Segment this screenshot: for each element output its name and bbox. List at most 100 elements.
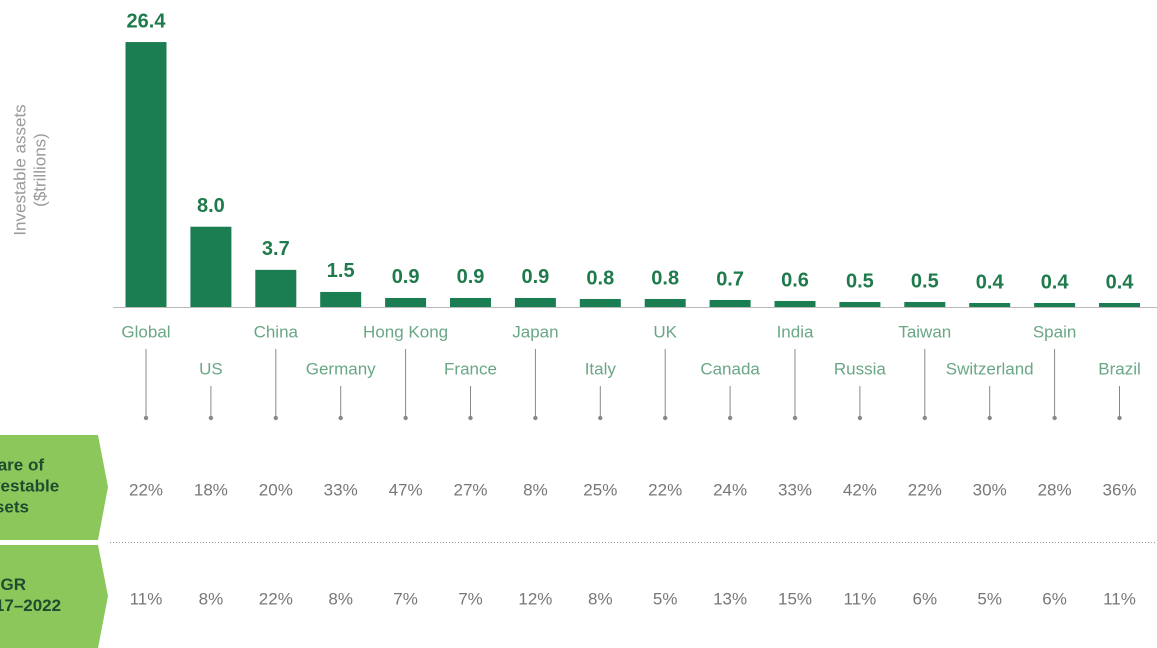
- value-label: 0.4: [1041, 271, 1070, 293]
- row-header-bg: [0, 435, 108, 540]
- category-label: France: [444, 359, 497, 378]
- leader-dot: [533, 415, 538, 421]
- value-label: 0.9: [521, 266, 549, 288]
- value-label: 0.8: [586, 267, 614, 289]
- value-label: 0.7: [716, 268, 744, 290]
- table-cell: 5%: [653, 589, 678, 608]
- category-label: Hong Kong: [363, 322, 448, 341]
- table-cell: 11%: [844, 589, 877, 608]
- value-label: 0.4: [976, 271, 1005, 293]
- table-cell: 33%: [324, 480, 358, 499]
- category-label: Taiwan: [898, 322, 951, 341]
- category-label: Spain: [1033, 322, 1076, 341]
- bar: [125, 42, 167, 308]
- value-label: 0.5: [846, 270, 874, 292]
- bar: [774, 300, 816, 307]
- table-cell: 25%: [583, 480, 617, 499]
- table-cell: 22%: [259, 589, 293, 608]
- table-cell: 30%: [973, 480, 1007, 499]
- table-cell: 42%: [843, 480, 877, 499]
- table-cell: 24%: [713, 480, 747, 499]
- leader-dot: [857, 415, 863, 421]
- table-cell: 33%: [778, 480, 812, 499]
- category-label: Brazil: [1098, 359, 1141, 378]
- table-cell: 15%: [778, 589, 812, 608]
- table-cell: 12%: [518, 589, 552, 608]
- leader-dot: [598, 415, 603, 421]
- bar: [839, 301, 881, 307]
- category-label: Germany: [306, 359, 376, 378]
- bar: [450, 297, 491, 307]
- bar: [969, 302, 1011, 307]
- table-cell: 18%: [194, 480, 228, 499]
- leader-dot: [143, 415, 149, 421]
- table-cell: 36%: [1102, 480, 1136, 499]
- bar: [579, 298, 621, 307]
- table-cell: 11%: [1103, 589, 1136, 608]
- value-label: 0.9: [392, 266, 420, 288]
- table-cell: 13%: [713, 589, 747, 608]
- value-label: 1.5: [327, 260, 355, 282]
- table-cell: 6%: [913, 589, 938, 608]
- value-label: 26.4: [127, 10, 167, 32]
- y-axis-label: Investable assets: [10, 104, 29, 235]
- bar: [190, 226, 232, 307]
- row-header: Share of: [0, 455, 44, 474]
- leader-dot: [727, 415, 733, 421]
- table-cell: 7%: [458, 589, 483, 608]
- category-label: Russia: [834, 359, 887, 378]
- value-label: 0.4: [1106, 271, 1135, 293]
- value-label: 0.9: [457, 266, 485, 288]
- bar: [385, 297, 427, 307]
- leader-dot: [922, 415, 927, 421]
- table-cell: 8%: [588, 589, 613, 608]
- leader-dot: [1117, 415, 1122, 421]
- row-header: CAGR: [0, 575, 26, 594]
- table-cell: 8%: [199, 589, 224, 608]
- leader-dot: [403, 415, 408, 421]
- category-label: India: [777, 322, 814, 341]
- table-cell: 6%: [1042, 589, 1067, 608]
- bar: [320, 291, 362, 307]
- value-label: 0.6: [781, 269, 809, 291]
- table-cell: 27%: [453, 480, 487, 499]
- category-label: Global: [121, 322, 170, 341]
- table-cell: 8%: [523, 480, 548, 499]
- y-axis-label: ($trillions): [30, 133, 49, 207]
- value-label: 8.0: [197, 195, 225, 217]
- bar: [709, 299, 751, 307]
- table-cell: 5%: [977, 589, 1002, 608]
- table-cell: 8%: [328, 589, 353, 608]
- bar: [255, 269, 297, 307]
- category-label: UK: [653, 322, 677, 341]
- table-cell: 11%: [130, 589, 163, 608]
- bar: [644, 298, 686, 307]
- leader-dot: [1052, 415, 1057, 421]
- value-label: 0.5: [911, 270, 939, 292]
- bar: [904, 301, 946, 307]
- category-label: Canada: [700, 359, 760, 378]
- bar: [1034, 302, 1076, 307]
- leader-dot: [468, 415, 473, 421]
- table-cell: 20%: [259, 480, 293, 499]
- leader-dot: [987, 415, 992, 421]
- table-cell: 22%: [648, 480, 682, 499]
- leader-dot: [338, 415, 343, 421]
- category-label: Japan: [512, 322, 558, 341]
- category-label: China: [254, 322, 299, 341]
- leader-dot: [663, 415, 668, 421]
- leader-dot: [273, 415, 278, 421]
- bar: [1099, 302, 1140, 307]
- leader-dot: [792, 415, 798, 421]
- table-cell: 7%: [393, 589, 418, 608]
- table-cell: 22%: [129, 480, 163, 499]
- category-label: Switzerland: [946, 359, 1034, 378]
- category-label: US: [199, 359, 223, 378]
- value-label: 0.8: [651, 267, 679, 289]
- row-header: investable: [0, 476, 59, 495]
- category-label: Italy: [585, 359, 617, 378]
- row-header-bg: [0, 545, 108, 648]
- table-cell: 22%: [908, 480, 942, 499]
- row-header: 2017–2022: [0, 596, 61, 615]
